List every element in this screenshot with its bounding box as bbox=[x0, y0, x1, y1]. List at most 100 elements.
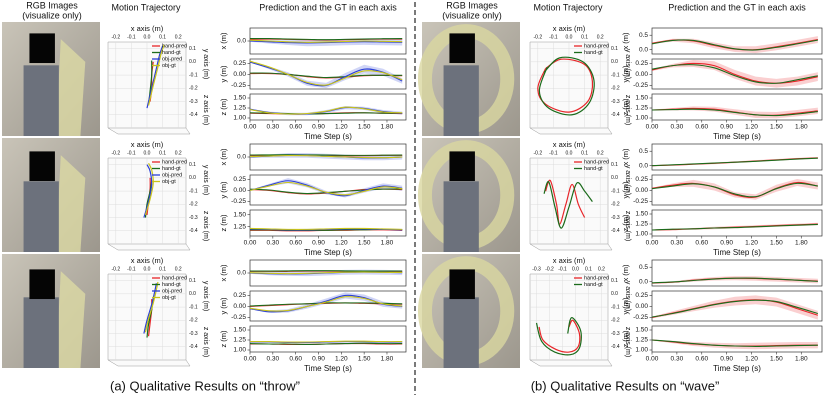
y-axis-label: z (m) bbox=[219, 98, 228, 116]
y-tick-label: 0.0 bbox=[237, 270, 246, 277]
y-tick-label: -0.4 bbox=[611, 228, 620, 234]
y-tick-label: 0.1 bbox=[611, 278, 618, 284]
x-tick-label: 0.30 bbox=[267, 240, 280, 247]
x-tick-label: 0.90 bbox=[720, 124, 733, 131]
x-axis-label: Time Step (s) bbox=[304, 132, 352, 141]
series-line bbox=[651, 39, 818, 51]
y-axis-label: x (m) bbox=[621, 32, 630, 50]
face-mask bbox=[29, 151, 55, 182]
x-tick-label: -0.1 bbox=[549, 34, 558, 40]
x-tick-label: 0.60 bbox=[289, 124, 302, 131]
x-tick-label: 0.1 bbox=[159, 34, 166, 40]
y-tick-label: 0.25 bbox=[233, 176, 246, 183]
legend-label: hand-gt bbox=[162, 282, 181, 288]
y-tick-label: 1.50 bbox=[635, 95, 648, 102]
series-line bbox=[249, 302, 403, 307]
y-tick-label: -0.4 bbox=[189, 228, 198, 234]
x-tick-label: 1.80 bbox=[381, 356, 394, 363]
plot-area bbox=[651, 325, 823, 353]
x-tick-label: -0.1 bbox=[127, 150, 136, 156]
y-tick-label: -0.2 bbox=[611, 318, 620, 324]
legend-label: hand-gt bbox=[584, 282, 603, 288]
y-axis-label: y (m) bbox=[621, 65, 630, 83]
pane-3d bbox=[107, 41, 191, 135]
y-tick-label: 1.50 bbox=[233, 95, 246, 102]
legend-label: hand-pred bbox=[584, 275, 609, 281]
y-tick-label: 1.25 bbox=[635, 105, 648, 112]
pane-3d bbox=[529, 273, 613, 367]
series-line bbox=[249, 271, 403, 275]
y-tick-label: -0.1 bbox=[611, 304, 620, 310]
y-tick-label: 0.1 bbox=[611, 46, 618, 52]
y-tick-label: 0.5 bbox=[639, 264, 648, 271]
series-line bbox=[651, 157, 818, 167]
column-header: Prediction and the GT in each axis bbox=[668, 2, 806, 12]
y-axis-label: y axis (m) bbox=[202, 281, 209, 311]
x-tick-label: 1.50 bbox=[358, 356, 371, 363]
y-tick-label: 1.25 bbox=[233, 105, 246, 112]
x-tick-label: 1.20 bbox=[745, 356, 758, 363]
y-tick-label: 0.00 bbox=[233, 303, 246, 310]
series-line bbox=[249, 181, 403, 196]
trajectory-line bbox=[538, 319, 581, 353]
column-header: Motion Trajectory bbox=[111, 2, 181, 12]
y-tick-label: -0.25 bbox=[231, 314, 246, 321]
x-axis-label: Time Step (s) bbox=[713, 132, 761, 141]
photo-placeholder bbox=[417, 22, 520, 136]
x-tick-label: 0.0 bbox=[144, 34, 151, 40]
photo-placeholder bbox=[417, 138, 520, 252]
x-tick-label: 0.30 bbox=[671, 240, 684, 247]
y-tick-label: 1.25 bbox=[233, 337, 246, 344]
x-tick-label: -0.2 bbox=[111, 34, 120, 40]
y-tick-label: 0.00 bbox=[635, 71, 648, 78]
x-tick-label: -0.2 bbox=[533, 34, 542, 40]
x-tick-label: 0.00 bbox=[244, 124, 257, 131]
person-body bbox=[23, 181, 59, 252]
series-line bbox=[651, 277, 818, 284]
series-line bbox=[651, 223, 818, 231]
motion-blur-fan bbox=[55, 39, 86, 136]
y-tick-label: -0.2 bbox=[189, 86, 198, 92]
y-tick-label: -0.4 bbox=[189, 344, 198, 350]
trajectory-line bbox=[144, 163, 154, 216]
plot-area bbox=[249, 290, 407, 322]
plot-area bbox=[651, 174, 823, 206]
trajectory-line bbox=[535, 317, 582, 356]
motion-blur-fan bbox=[55, 155, 86, 252]
y-axis-label: z (m) bbox=[621, 98, 630, 116]
series-line bbox=[651, 181, 818, 198]
photo-placeholder bbox=[2, 22, 100, 136]
photo-placeholder bbox=[2, 254, 100, 368]
y-tick-label: 1.00 bbox=[635, 115, 648, 122]
x-axis-label: Time Step (s) bbox=[713, 364, 761, 373]
x-axis-label: x axis (m) bbox=[553, 140, 586, 149]
y-tick-label: -0.25 bbox=[231, 82, 246, 89]
y-tick-label: 0.25 bbox=[233, 292, 246, 299]
x-tick-label: 0.0 bbox=[566, 150, 573, 156]
plot-area bbox=[249, 143, 407, 171]
y-tick-label: 0.0 bbox=[611, 175, 618, 181]
x-tick-label: 0.00 bbox=[646, 240, 659, 247]
x-tick-label: 1.50 bbox=[358, 240, 371, 247]
y-tick-label: -0.1 bbox=[189, 72, 198, 78]
y-axis-label: y axis (m) bbox=[202, 49, 209, 79]
person-body bbox=[443, 65, 479, 136]
plot-area bbox=[651, 93, 823, 121]
x-axis-label: x axis (m) bbox=[131, 256, 164, 265]
legend-label: obj-gt bbox=[162, 179, 176, 185]
x-tick-label: 0.2 bbox=[175, 150, 182, 156]
series-line bbox=[249, 340, 403, 343]
x-tick-label: 0.1 bbox=[159, 266, 166, 272]
legend-label: hand-gt bbox=[162, 166, 181, 172]
y-tick-label: -0.3 bbox=[189, 215, 198, 221]
x-tick-label: 0.30 bbox=[671, 124, 684, 131]
legend-label: hand-gt bbox=[584, 50, 603, 56]
legend-label: hand-pred bbox=[584, 159, 609, 165]
x-tick-label: 0.2 bbox=[175, 266, 182, 272]
x-tick-label: 0.60 bbox=[289, 356, 302, 363]
y-tick-label: -0.2 bbox=[189, 202, 198, 208]
x-axis-label: Time Step (s) bbox=[304, 248, 352, 257]
x-axis-label: x axis (m) bbox=[553, 256, 586, 265]
series-line bbox=[651, 299, 819, 318]
legend-label: hand-pred bbox=[162, 275, 187, 281]
